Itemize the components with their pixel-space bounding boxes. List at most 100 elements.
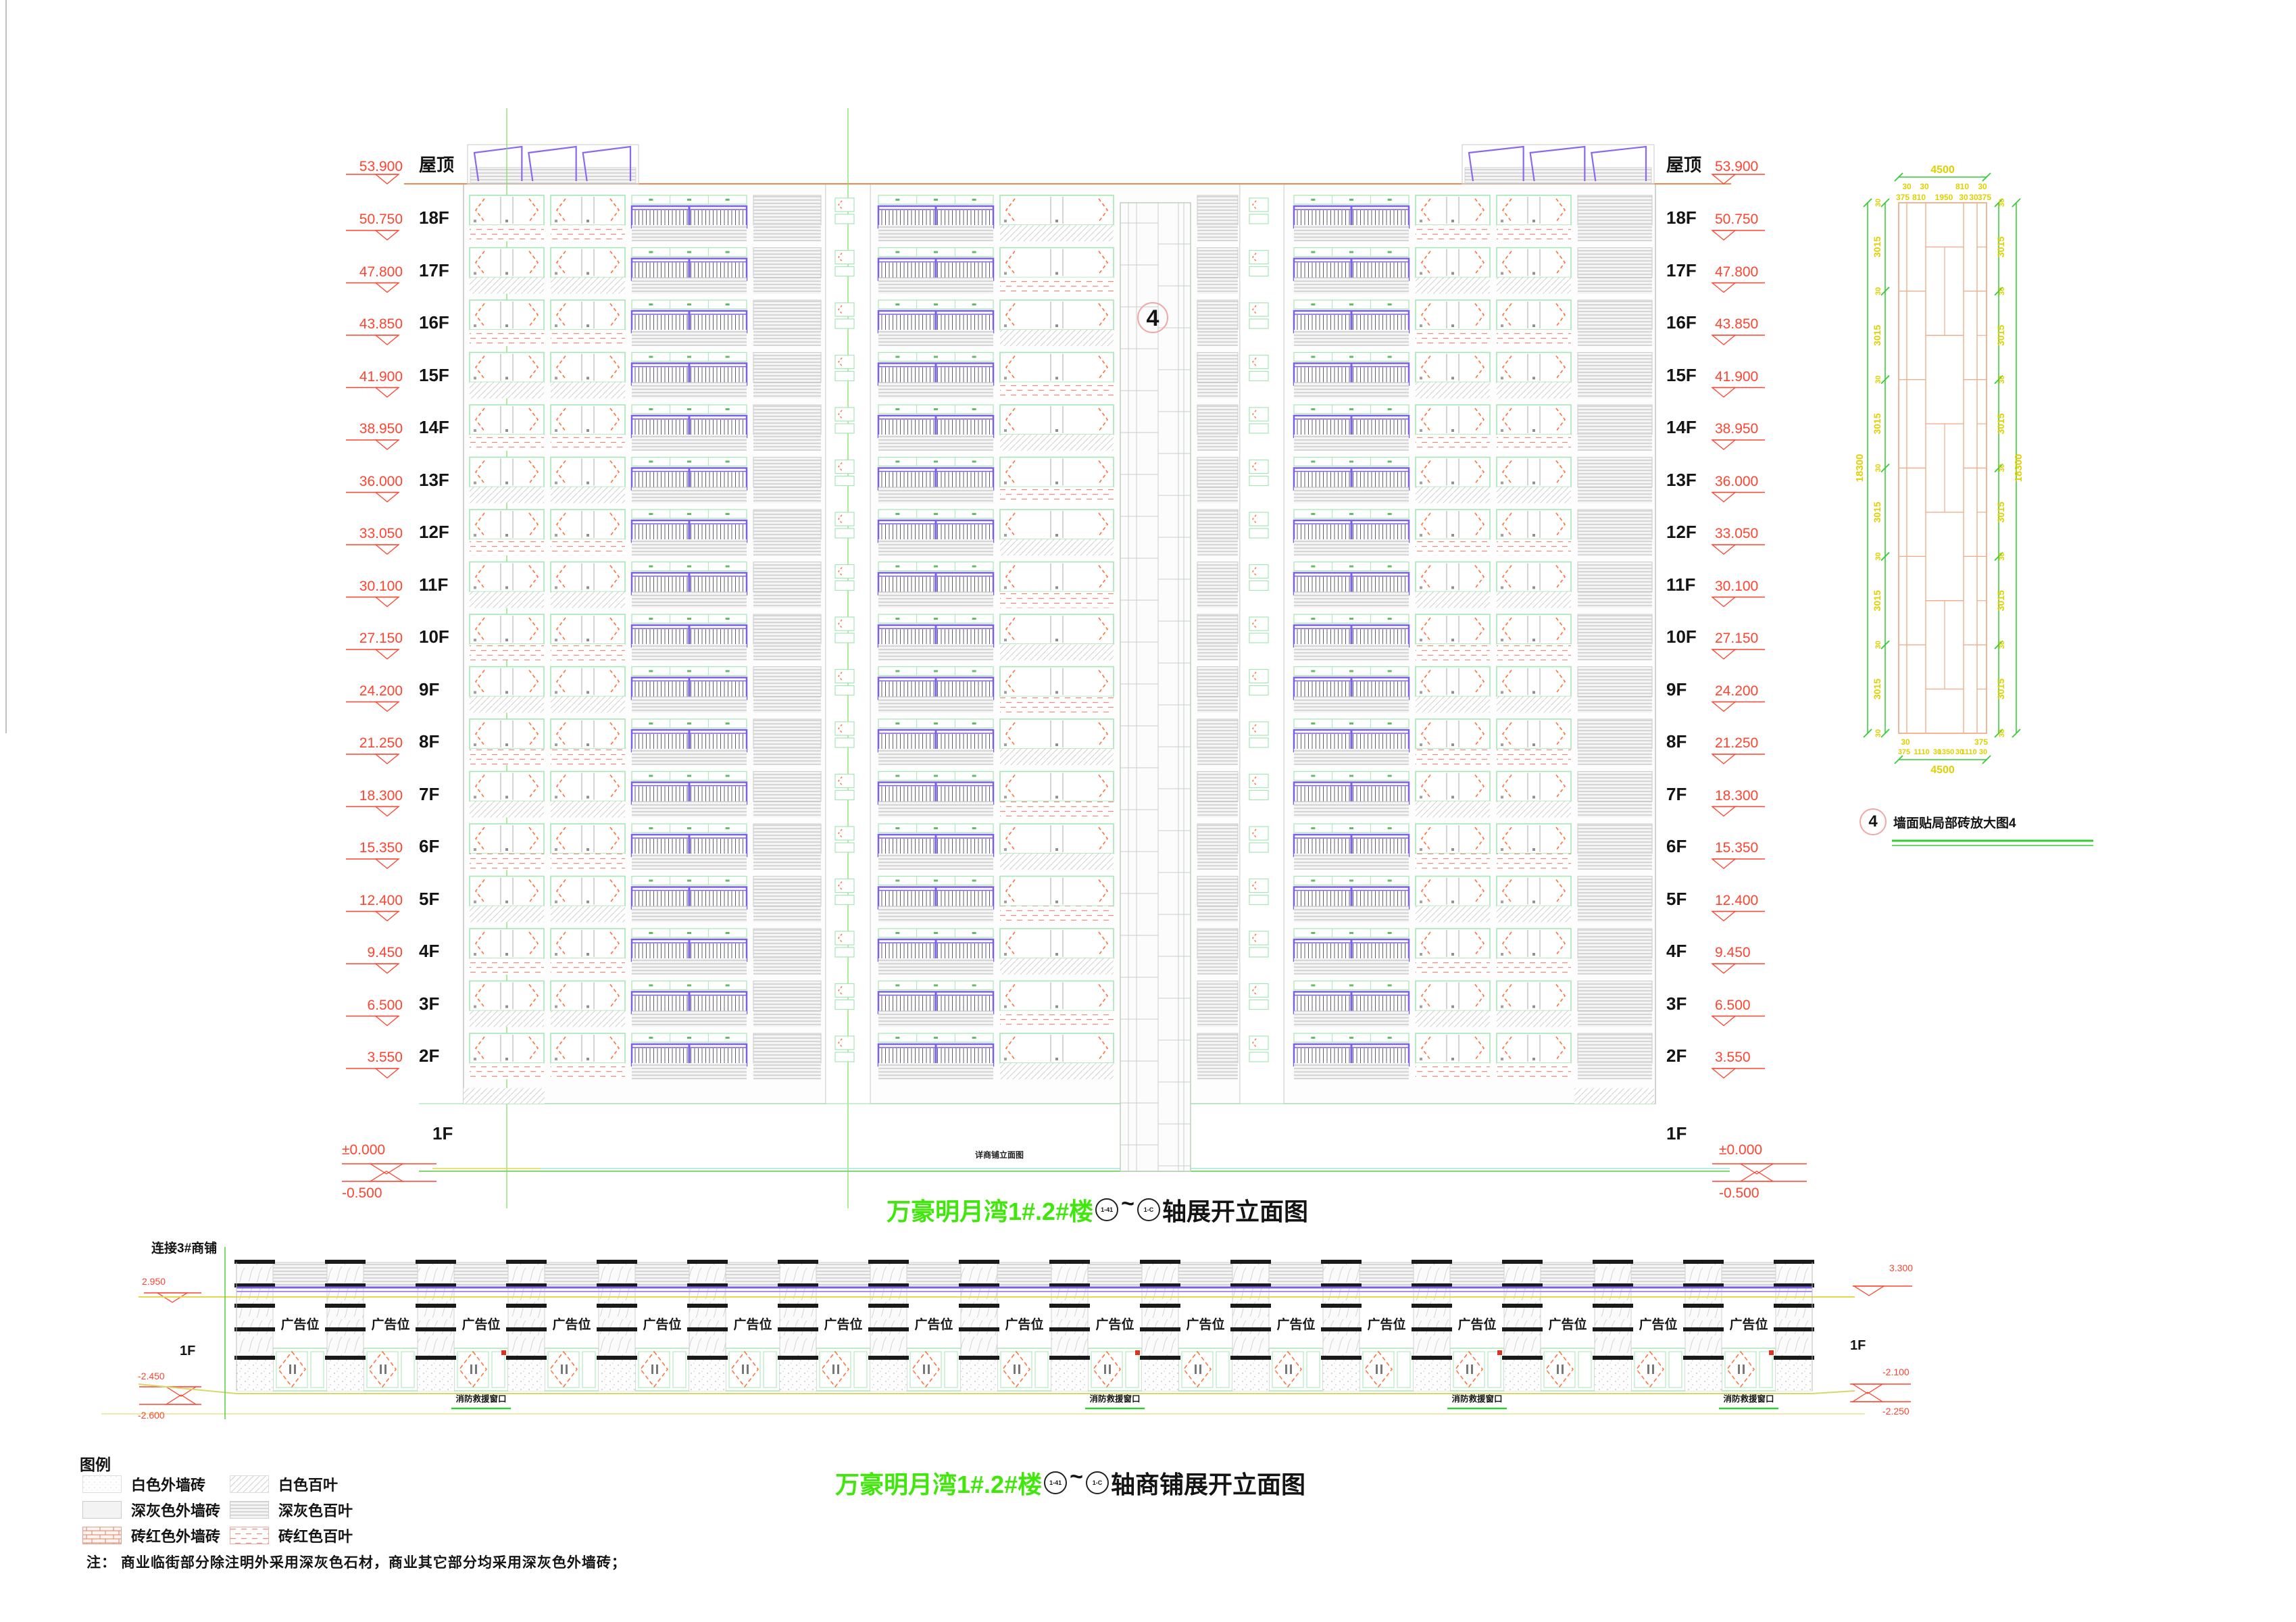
svg-text:30: 30: [1874, 199, 1882, 207]
level-left-5F: 12.400 5F: [359, 888, 440, 909]
svg-text:30: 30: [1874, 464, 1882, 472]
link-3-shops-label: 连接3#商铺: [151, 1242, 218, 1256]
svg-text:广告位: 广告位: [552, 1317, 591, 1332]
shops-title-project: 万豪明月湾1#.2#楼: [835, 1471, 1043, 1498]
svg-text:广告位: 广告位: [914, 1317, 953, 1332]
level-right-5F: 5F 12.400: [1666, 888, 1759, 909]
svg-text:广告位: 广告位: [1639, 1317, 1677, 1332]
svg-text:1110: 1110: [1961, 748, 1976, 756]
svg-text:3015: 3015: [1872, 237, 1882, 257]
level-right-zero: ±0.000: [1719, 1142, 1763, 1158]
main-title-project: 万豪明月湾1#.2#楼: [887, 1198, 1094, 1225]
svg-text:30: 30: [1902, 182, 1912, 191]
svg-text:4: 4: [1147, 305, 1159, 331]
svg-text:30: 30: [1998, 464, 2006, 472]
see-shop-elevation-note: 详商铺立面图: [975, 1150, 1024, 1160]
level-left-4F: 9.450 4F: [367, 941, 440, 961]
legend-item-white-tile: 白色外墙砖: [82, 1473, 205, 1495]
svg-text:广告位: 广告位: [1095, 1317, 1134, 1332]
svg-text:30: 30: [1959, 193, 1968, 202]
level-left-12F: 33.050 12F: [359, 522, 449, 542]
shops-axis-tilde: ~: [1070, 1463, 1083, 1490]
main-title-suffix: 轴展开立面图: [1162, 1198, 1308, 1225]
strip-right-mid-elev: -2.100: [1882, 1367, 1910, 1377]
svg-text:375: 375: [1978, 193, 1991, 202]
legend-title: 图例: [80, 1456, 111, 1473]
svg-text:30: 30: [1955, 748, 1964, 756]
svg-text:30: 30: [1933, 748, 1941, 756]
level-left-13F: 36.000 13F: [359, 469, 449, 490]
svg-text:3015: 3015: [1872, 413, 1882, 434]
svg-text:广告位: 广告位: [1457, 1317, 1496, 1332]
svg-text:4500: 4500: [1930, 164, 1955, 176]
legend-item-grey-tile: 深灰色外墙砖: [82, 1499, 220, 1521]
svg-text:810: 810: [1912, 193, 1926, 202]
axis-bubble-start: 1-41: [1095, 1198, 1119, 1221]
svg-text:3015: 3015: [1872, 590, 1882, 611]
svg-text:30: 30: [1998, 376, 2006, 384]
level-left-14F: 38.950 14F: [359, 417, 449, 437]
svg-text:广告位: 广告位: [643, 1317, 681, 1332]
svg-text:30: 30: [1998, 729, 2006, 737]
svg-text:30: 30: [1969, 193, 1978, 202]
svg-text:30: 30: [1874, 729, 1882, 737]
grey-tile-swatch: [82, 1501, 122, 1519]
strip-left-low-elev: -2.600: [138, 1410, 165, 1421]
svg-text:30: 30: [1998, 641, 2006, 649]
level-right-9F: 9F 24.200: [1666, 679, 1759, 699]
svg-text:18300: 18300: [1854, 454, 1866, 483]
level-right-6F: 6F 15.350: [1666, 836, 1759, 856]
detail-ref-bubble: 4: [1860, 808, 1887, 835]
svg-text:广告位: 广告位: [1367, 1317, 1405, 1332]
level-right-3F: 3F 6.500: [1666, 993, 1751, 1014]
svg-text:30: 30: [1874, 552, 1882, 560]
strip-right-floor: 1F: [1850, 1338, 1866, 1353]
level-left-minus: -0.500: [342, 1185, 382, 1201]
main-elevation-title: 万豪明月湾1#.2#楼 1-41 ~ 1-C 轴展开立面图: [887, 1190, 1308, 1227]
axis-bubble-end: 1-C: [1137, 1198, 1160, 1221]
main-elevation-drawing: 4: [404, 108, 1731, 1208]
general-note: 注： 商业临街部分除注明外采用深灰色石材，商业其它部分均采用深灰色外墙砖；: [86, 1555, 626, 1571]
detail-caption-text: 墙面贴局部砖放大图4: [1893, 816, 2016, 831]
legend-item-grey-louver: 深灰色百叶: [230, 1499, 353, 1521]
svg-text:广告位: 广告位: [280, 1317, 319, 1332]
level-right-15F: 15F 41.900: [1666, 364, 1759, 385]
legend-item-brick-red-louver: 砖红色百叶: [230, 1525, 353, 1546]
level-right-14F: 14F 38.950: [1666, 417, 1759, 437]
level-right-17F: 17F 47.800: [1666, 260, 1759, 280]
level-left-18F: 50.750 18F: [359, 207, 449, 228]
svg-text:1110: 1110: [1914, 748, 1929, 756]
white-tile-swatch: [82, 1475, 122, 1493]
svg-text:375: 375: [1974, 737, 1988, 747]
level-right-1F: 1F: [1666, 1123, 1687, 1144]
level-left-8F: 21.250 8F: [359, 731, 440, 752]
level-left-10F: 27.150 10F: [359, 626, 449, 647]
svg-text:3015: 3015: [1872, 324, 1882, 345]
svg-text:1350: 1350: [1938, 748, 1954, 756]
level-left-11F: 30.100 11F: [359, 574, 449, 595]
axis-tilde: ~: [1121, 1190, 1134, 1216]
level-left-9F: 24.200 9F: [359, 679, 440, 699]
level-right-屋顶: 屋顶 53.900: [1666, 155, 1759, 175]
svg-text:广告位: 广告位: [733, 1317, 772, 1332]
elevation-markers: [139, 174, 1912, 1405]
svg-text:375: 375: [1898, 748, 1910, 756]
level-right-2F: 2F 3.550: [1666, 1046, 1751, 1066]
svg-text:30: 30: [1901, 737, 1910, 747]
svg-text:消防救援窗口: 消防救援窗口: [1089, 1394, 1140, 1404]
level-right-11F: 11F 30.100: [1666, 574, 1759, 595]
level-left-16F: 43.850 16F: [359, 312, 449, 333]
svg-text:广告位: 广告位: [1276, 1317, 1315, 1332]
level-right-7F: 7F 18.300: [1666, 783, 1759, 804]
brick-red-tile-swatch: [82, 1527, 122, 1544]
svg-text:广告位: 广告位: [1548, 1317, 1587, 1332]
shops-elevation-title: 万豪明月湾1#.2#楼 1-41 ~ 1-C 轴商铺展开立面图: [835, 1463, 1305, 1500]
level-left-15F: 41.900 15F: [359, 364, 449, 385]
level-left-2F: 3.550 2F: [367, 1046, 440, 1066]
svg-text:3015: 3015: [1995, 324, 2006, 345]
svg-text:广告位: 广告位: [371, 1317, 409, 1332]
level-right-4F: 4F 9.450: [1666, 941, 1751, 961]
svg-text:30: 30: [1920, 182, 1929, 191]
strip-left-top-elev: 2.950: [142, 1276, 166, 1287]
